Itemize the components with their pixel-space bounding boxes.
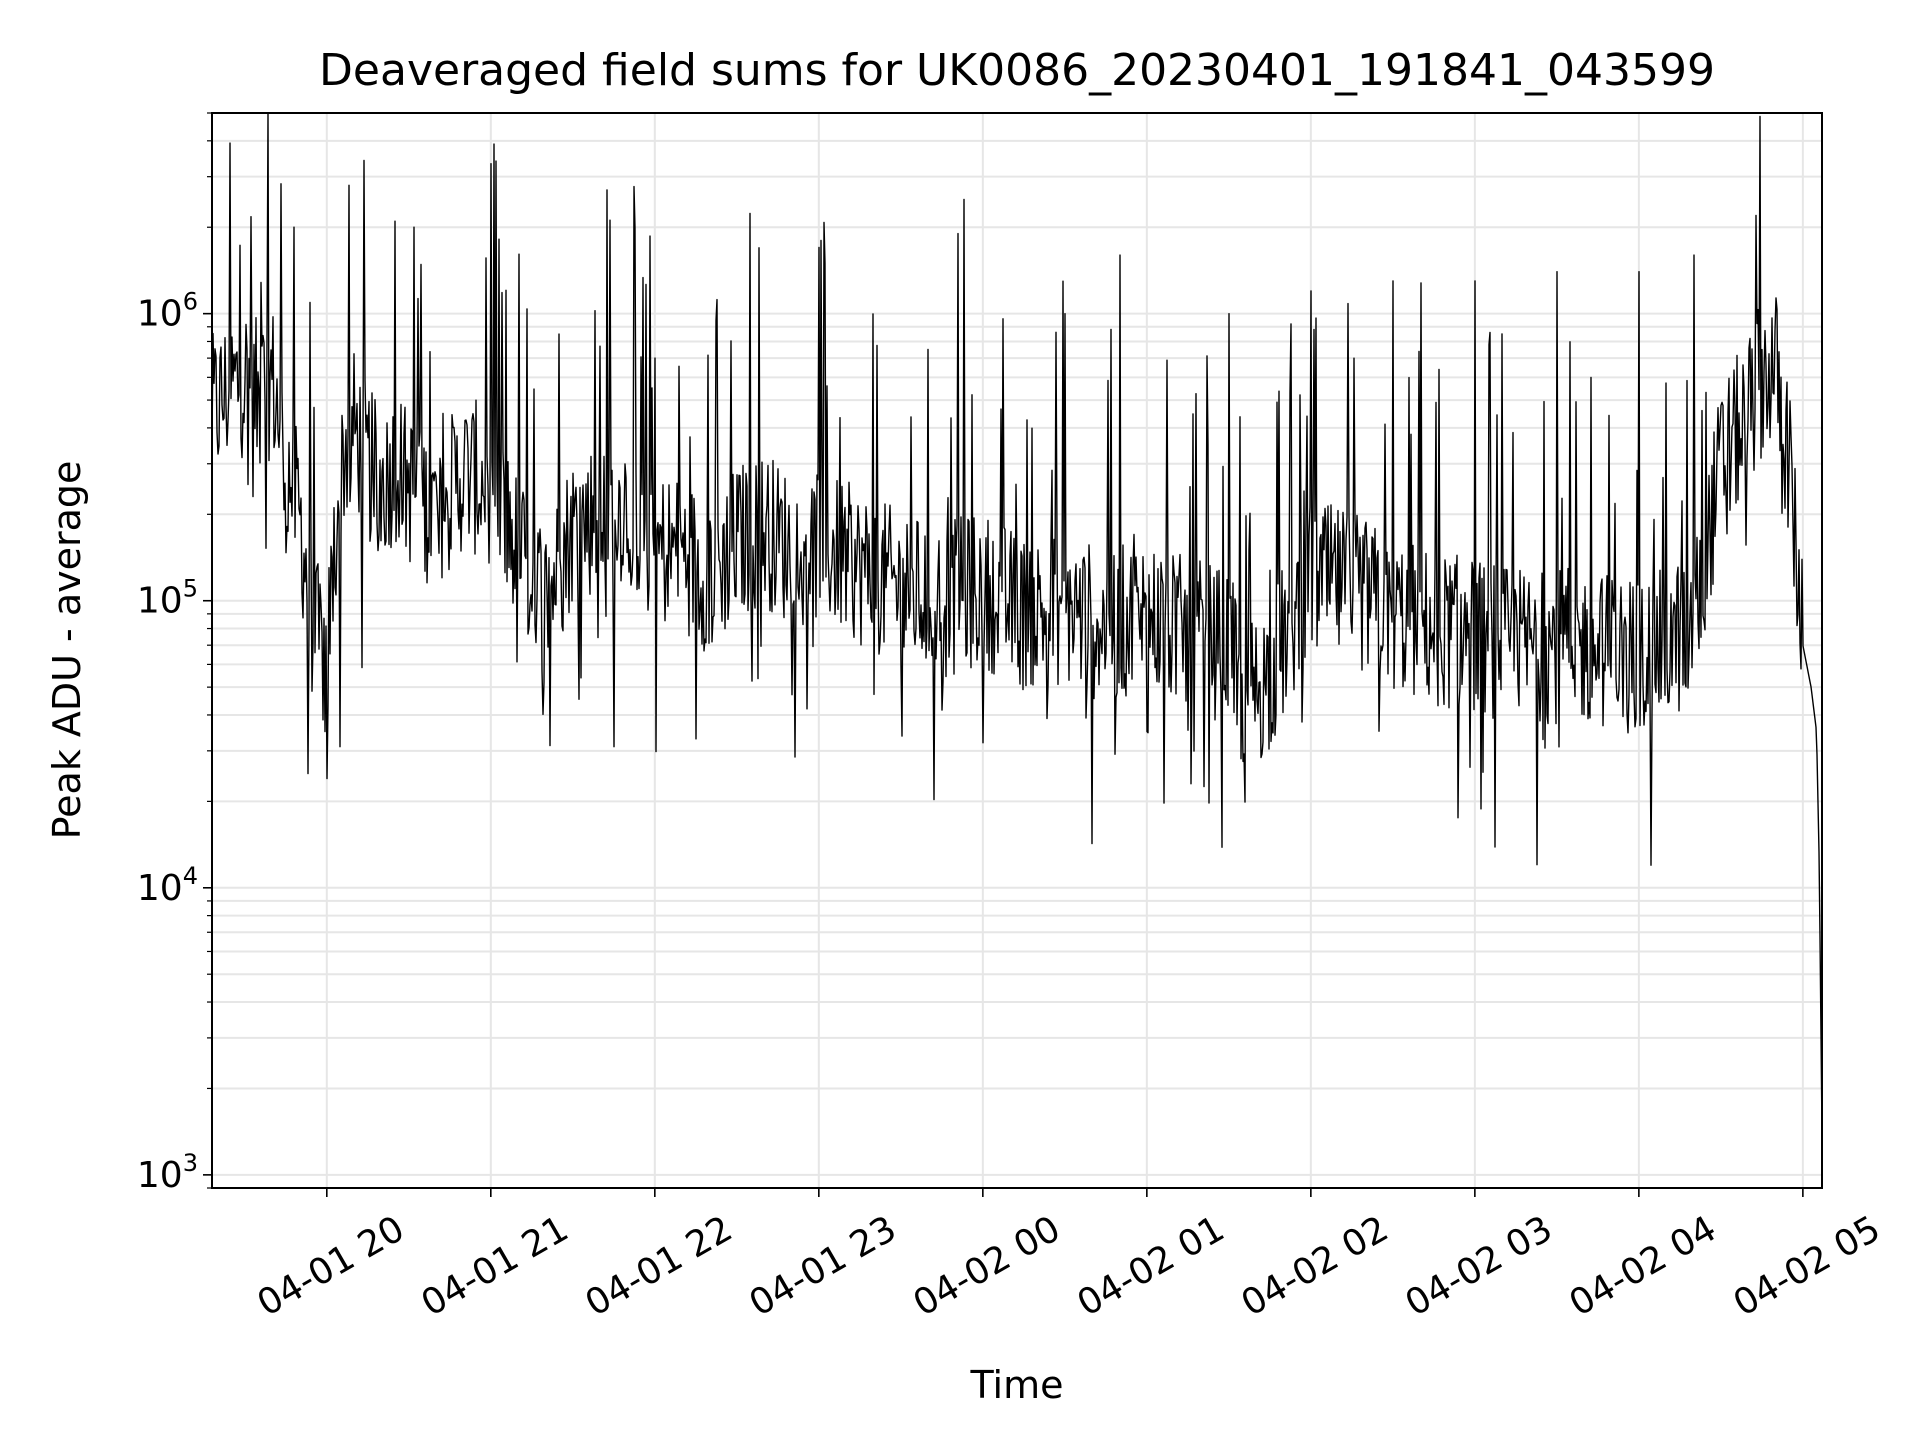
y-axis: 103 104 105 106: [137, 112, 212, 1196]
plot-frame: [211, 112, 1823, 1189]
y-axis-label: Peak ADU - average: [45, 461, 89, 840]
y-tick-label: 106: [137, 288, 198, 335]
series-line: [211, 112, 1823, 1133]
chart-title: Deaveraged field sums for UK0086_2023040…: [319, 45, 1715, 96]
y-tick-label: 103: [137, 1149, 198, 1196]
x-axis-label: Time: [970, 1363, 1064, 1407]
y-tick-label: 104: [137, 862, 198, 909]
y-tick-label: 105: [137, 575, 198, 622]
